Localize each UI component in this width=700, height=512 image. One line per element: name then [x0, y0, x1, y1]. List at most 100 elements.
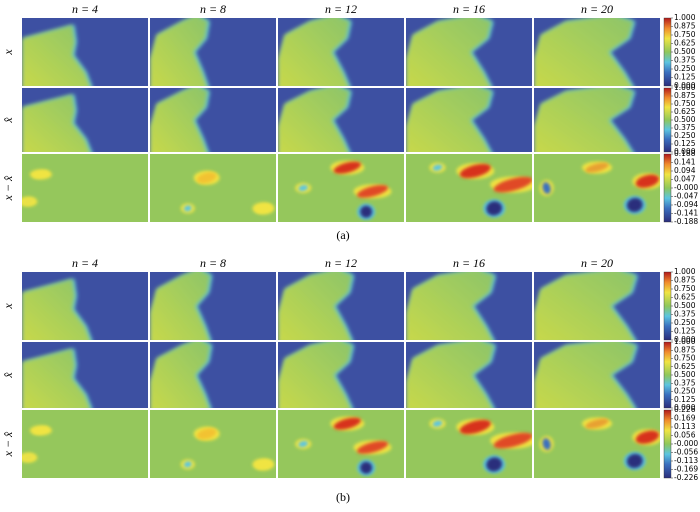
field	[534, 272, 637, 340]
colorbar-label: 0.625	[674, 293, 696, 302]
panel-image	[534, 272, 660, 340]
field	[278, 272, 353, 340]
error-blob	[360, 205, 373, 218]
colorbar-label: 0.000	[674, 147, 696, 156]
colorbar-label: 0.625	[674, 107, 696, 116]
panel-image	[150, 18, 276, 86]
field	[278, 18, 350, 86]
panel-image	[150, 88, 276, 152]
error-blob	[493, 432, 532, 449]
panel-image	[534, 18, 660, 86]
colorbar-label: 0.875	[674, 22, 696, 31]
caption: (b)	[336, 490, 350, 504]
error-blob	[33, 426, 49, 434]
colorbar-label: 0.000	[674, 81, 696, 90]
row-label: x − x̂	[1, 175, 15, 201]
error-blob	[356, 441, 389, 454]
colorbar	[663, 409, 672, 479]
colorbar-label: 0.375	[674, 123, 696, 132]
error-blob	[635, 174, 660, 188]
panel-image	[150, 342, 276, 408]
panel-image	[22, 154, 148, 222]
colorbar-label: 0.056	[674, 431, 696, 440]
field	[22, 94, 91, 152]
colorbar-label: 0.000	[674, 403, 696, 412]
panel-image	[22, 342, 148, 408]
field	[534, 18, 634, 86]
panel-image	[278, 272, 404, 340]
colorbar-label: 1.000	[674, 267, 696, 276]
column-title: n = 16	[453, 256, 485, 270]
row-label: x̂	[1, 117, 15, 124]
column-title: n = 16	[453, 2, 485, 16]
colorbar-label: 0.250	[674, 318, 696, 327]
colorbar	[663, 153, 672, 223]
colorbar-label: 1.000	[674, 83, 696, 92]
column-title: n = 20	[581, 256, 613, 270]
colorbar-label: -0.113	[674, 456, 698, 465]
error-blob	[255, 460, 272, 469]
field	[278, 342, 353, 408]
colorbar-label: 0.625	[674, 362, 696, 371]
panel-image	[278, 18, 404, 86]
colorbar-label: 0.250	[674, 131, 696, 140]
colorbar-label: 0.094	[674, 166, 696, 175]
field	[534, 342, 637, 408]
error-blob	[542, 438, 551, 450]
background	[22, 154, 148, 222]
field	[22, 348, 91, 408]
panel-image	[22, 88, 148, 152]
error-blob	[459, 163, 491, 179]
error-blob	[432, 164, 443, 171]
colorbar-label: 0.500	[674, 370, 696, 379]
column-title: n = 12	[325, 256, 357, 270]
error-blob	[486, 201, 503, 216]
field	[150, 88, 208, 152]
colorbar-label: 0.047	[674, 175, 696, 184]
field	[278, 88, 350, 152]
colorbar-label: 0.250	[674, 387, 696, 396]
column-title: n = 8	[200, 2, 226, 16]
error-blob	[183, 205, 192, 212]
error-blob	[360, 461, 373, 474]
error-blob	[585, 418, 609, 429]
field	[534, 88, 634, 152]
colorbar-label: 0.169	[674, 414, 696, 423]
panel-image	[406, 18, 532, 86]
panel-image	[406, 342, 532, 408]
colorbar-label: 0.125	[674, 139, 696, 148]
panel-image	[278, 410, 404, 478]
row-label: x	[1, 49, 15, 56]
error-blob	[459, 419, 491, 435]
panel-image	[22, 272, 148, 340]
colorbar-label: 0.375	[674, 378, 696, 387]
error-blob	[196, 172, 217, 184]
error-blob	[22, 454, 35, 461]
panel-image	[406, 88, 532, 152]
field	[406, 272, 495, 340]
colorbar-label: -0.000	[674, 183, 698, 192]
column-title: n = 4	[72, 2, 98, 16]
row-label: x	[1, 303, 15, 310]
caption: (a)	[336, 228, 349, 242]
field	[150, 18, 208, 86]
colorbar	[663, 271, 672, 341]
error-blob	[626, 197, 643, 213]
colorbar-label: 0.375	[674, 310, 696, 319]
column-title: n = 8	[200, 256, 226, 270]
panel-image	[534, 154, 660, 222]
colorbar-label: 0.875	[674, 345, 696, 354]
panel-image	[150, 154, 276, 222]
colorbar-label: 0.113	[674, 422, 696, 431]
error-blob	[196, 428, 217, 440]
colorbar-label: -0.056	[674, 448, 698, 457]
field	[22, 24, 91, 86]
panel-image	[534, 410, 660, 478]
column-title: n = 12	[325, 2, 357, 16]
panel-image	[22, 410, 148, 478]
colorbar-label: 0.375	[674, 56, 696, 65]
row-label: x̂	[1, 372, 15, 379]
colorbar-label: -0.188	[674, 217, 698, 226]
colorbar-label: -0.000	[674, 439, 698, 448]
